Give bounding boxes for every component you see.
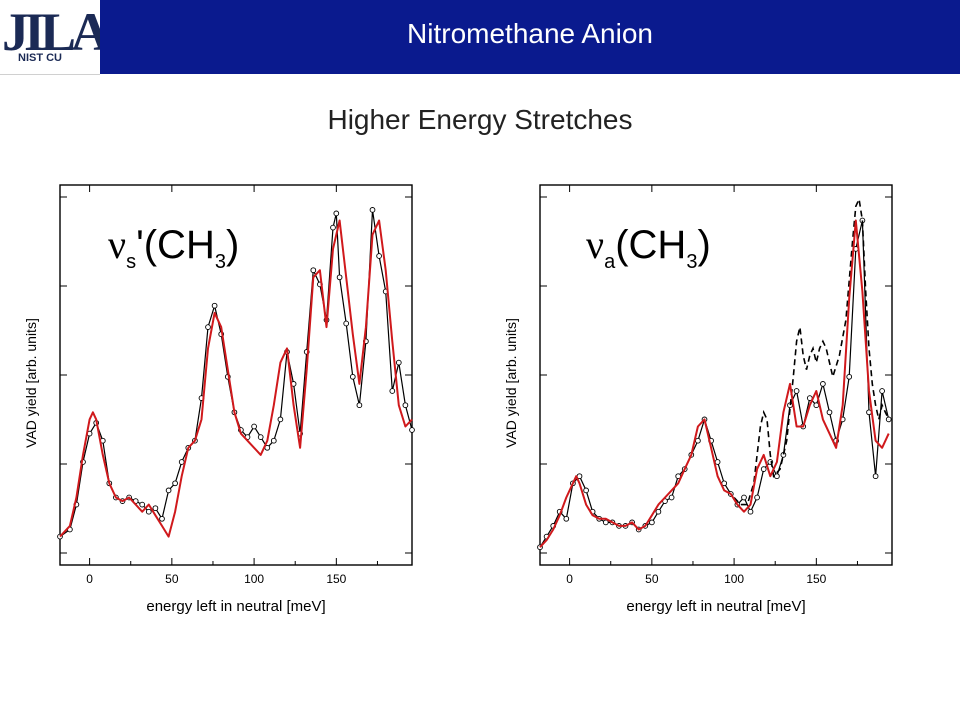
panel-label-part: '(CH xyxy=(136,223,215,267)
x-tick-label: 100 xyxy=(244,572,264,586)
data-point xyxy=(152,505,159,512)
data-point xyxy=(159,515,165,522)
data-point xyxy=(336,274,343,281)
panel-label-part: s xyxy=(126,251,136,273)
data-point xyxy=(172,480,178,487)
data-point xyxy=(760,466,767,472)
data-point xyxy=(695,437,701,444)
data-point xyxy=(409,427,415,433)
data-point xyxy=(165,487,172,494)
x-tick-label: 50 xyxy=(165,572,179,586)
data-point xyxy=(714,459,721,465)
slide-title: Nitromethane Anion xyxy=(407,18,653,49)
panel-label-part: a xyxy=(604,251,616,273)
data-point xyxy=(270,437,277,444)
data-point xyxy=(793,388,800,394)
series-experiment-line xyxy=(539,220,890,548)
data-point xyxy=(774,473,780,480)
data-point xyxy=(139,501,146,508)
x-axis-label: energy left in neutral [meV] xyxy=(146,598,325,615)
x-tick-label: 150 xyxy=(326,572,346,586)
data-point xyxy=(356,402,363,409)
data-point xyxy=(349,373,356,380)
data-point xyxy=(369,207,376,213)
panel-label-part: ν xyxy=(586,222,604,267)
logo-text: JILA xyxy=(2,2,110,62)
data-point xyxy=(741,494,747,501)
data-point xyxy=(257,434,264,440)
x-tick-label: 100 xyxy=(724,572,744,586)
data-point xyxy=(747,508,754,515)
panel-label: νa(CH3) xyxy=(586,222,711,273)
data-point xyxy=(563,515,570,522)
series-theory-line xyxy=(59,219,413,538)
x-axis-label: energy left in neutral [meV] xyxy=(626,598,805,615)
y-axis-label: VAD yield [arb. units] xyxy=(23,318,39,448)
panel-label-part: ) xyxy=(226,223,239,267)
data-point xyxy=(879,388,885,394)
panel-label-part: ν xyxy=(108,222,126,267)
slide-subtitle: Higher Energy Stretches xyxy=(327,104,633,135)
data-point xyxy=(211,302,218,309)
data-point xyxy=(251,423,257,430)
data-point xyxy=(395,359,402,366)
data-point xyxy=(145,508,152,515)
data-point xyxy=(668,494,675,501)
x-tick-label: 150 xyxy=(806,572,826,586)
data-point xyxy=(846,373,853,380)
panel-label-part: ) xyxy=(697,223,710,267)
data-point xyxy=(389,388,396,394)
x-tick-label: 0 xyxy=(566,572,573,586)
data-point xyxy=(277,416,284,423)
series-experiment-dashed xyxy=(733,196,890,506)
logo-subtext: NIST CU xyxy=(18,52,62,64)
series-theory-line xyxy=(539,219,890,548)
panel-label-part: 3 xyxy=(686,251,697,273)
data-point xyxy=(754,494,760,501)
panel-label: νs'(CH3) xyxy=(108,222,239,273)
data-point xyxy=(343,320,350,327)
data-point xyxy=(649,519,655,526)
data-point xyxy=(376,253,382,259)
data-point xyxy=(820,381,826,387)
data-point xyxy=(402,402,409,409)
data-point xyxy=(602,519,609,526)
data-point xyxy=(813,402,820,409)
data-point xyxy=(655,508,662,515)
data-point xyxy=(826,409,833,416)
data-point xyxy=(205,324,211,330)
data-point xyxy=(178,459,185,465)
jila-logo: JILA NIST CU xyxy=(0,0,110,75)
x-tick-label: 50 xyxy=(645,572,659,586)
data-point xyxy=(310,267,317,274)
panel-label-part: 3 xyxy=(215,251,226,273)
title-bar: Nitromethane Anion xyxy=(100,0,960,74)
data-point xyxy=(872,473,879,480)
x-tick-label: 0 xyxy=(86,572,93,586)
y-axis-label: VAD yield [arb. units] xyxy=(503,318,519,448)
data-point xyxy=(583,487,589,494)
panel-label-part: (CH xyxy=(615,223,686,267)
data-point xyxy=(333,210,340,217)
slide-header: JILA NIST CU Nitromethane Anion xyxy=(0,0,960,75)
data-point xyxy=(330,224,336,231)
